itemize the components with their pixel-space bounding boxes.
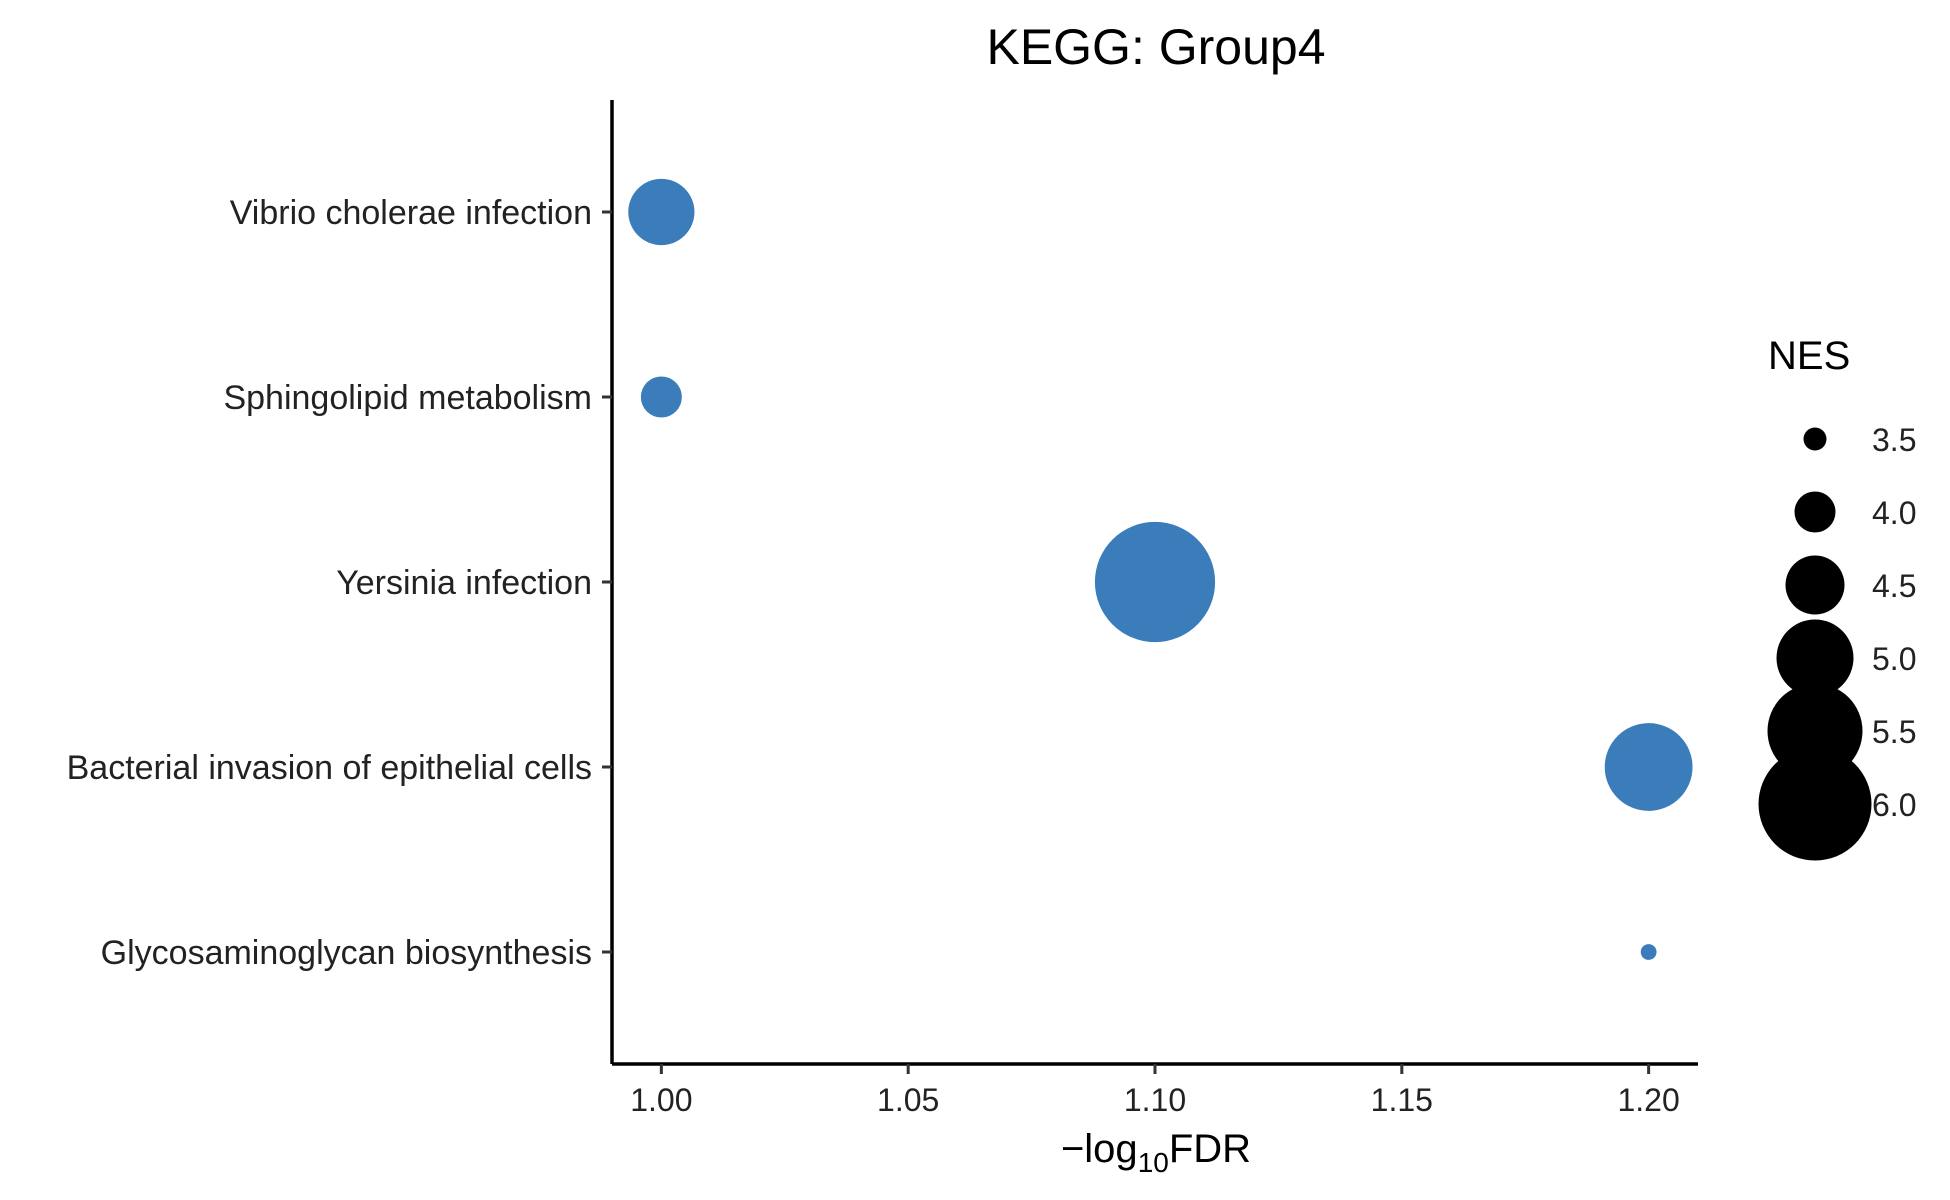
x-axis-title-prefix: −log (1061, 1127, 1138, 1171)
x-tick-label: 1.15 (1371, 1082, 1433, 1118)
y-tick-label: Bacterial invasion of epithelial cells (67, 749, 592, 787)
data-point (640, 376, 682, 418)
legend-label: 5.0 (1872, 641, 1916, 677)
y-tick-label: Sphingolipid metabolism (223, 379, 592, 417)
legend-key (1785, 555, 1845, 615)
legend-label: 3.5 (1872, 422, 1916, 458)
y-tick-label: Glycosaminoglycan biosynthesis (101, 934, 592, 972)
legend-key (1803, 427, 1827, 451)
x-axis-ticks: 1.00 1.05 1.10 1.15 1.20 (630, 1064, 1680, 1118)
x-tick-label: 1.00 (630, 1082, 692, 1118)
legend-key (1776, 619, 1854, 697)
data-point (1640, 944, 1657, 960)
legend-label: 4.0 (1872, 495, 1916, 531)
legend-label: 4.5 (1872, 568, 1916, 604)
x-axis-title: −log10FDR (1061, 1127, 1251, 1178)
x-tick-label: 1.10 (1124, 1082, 1186, 1118)
chart-title: KEGG: Group4 (986, 19, 1325, 75)
x-tick-label: 1.20 (1617, 1082, 1679, 1118)
data-point (628, 178, 695, 246)
x-axis-title-suffix: FDR (1169, 1127, 1251, 1171)
y-axis-ticks: Vibrio cholerae infection Sphingolipid me… (67, 194, 612, 972)
legend-label: 6.0 (1872, 787, 1916, 823)
data-points (628, 178, 1693, 960)
legend-label: 5.5 (1872, 714, 1916, 750)
x-axis-title-subscript: 10 (1138, 1147, 1169, 1178)
y-tick-label: Vibrio cholerae infection (230, 194, 592, 232)
legend-key (1758, 747, 1872, 861)
y-tick-label: Yersinia infection (336, 564, 592, 602)
size-legend: NES 3.5 4.0 4.5 5.0 5.5 6.0 (1758, 334, 1916, 861)
data-point (1604, 723, 1693, 811)
legend-title: NES (1768, 334, 1850, 378)
data-point (1094, 521, 1216, 643)
x-tick-label: 1.05 (877, 1082, 939, 1118)
legend-key (1794, 491, 1836, 533)
